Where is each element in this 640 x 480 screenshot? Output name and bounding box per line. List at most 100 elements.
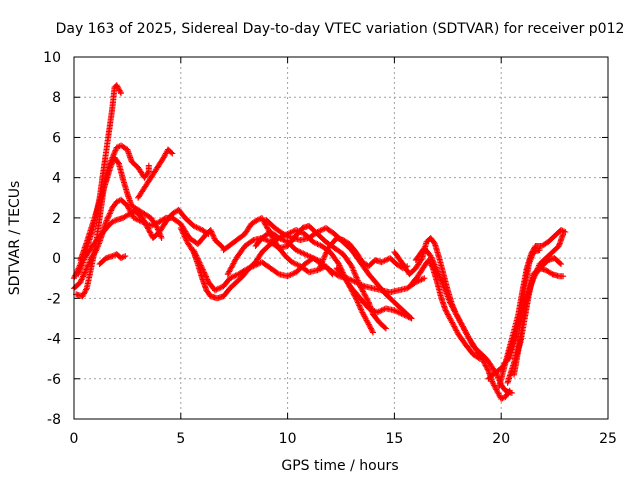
data-point <box>203 287 213 299</box>
data-point <box>538 239 550 249</box>
data-point <box>558 261 564 268</box>
data-point <box>425 257 436 270</box>
data-point <box>511 349 521 378</box>
data-point <box>365 271 380 287</box>
data-point <box>560 273 567 280</box>
x-axis-label: GPS time / hours <box>281 458 398 474</box>
data-point <box>75 256 88 278</box>
data-point <box>207 227 218 242</box>
data-point <box>248 217 260 227</box>
series-arc-19 <box>412 245 513 402</box>
x-tick-label: 10 <box>279 431 297 447</box>
data-point <box>220 276 232 290</box>
data-point <box>83 256 94 272</box>
data-point <box>147 214 160 230</box>
data-point <box>498 394 507 402</box>
data-point <box>96 256 108 268</box>
chart-title: Day 163 of 2025, Sidereal Day-to-day VTE… <box>56 21 625 37</box>
data-point <box>459 323 472 341</box>
data-point <box>485 370 497 382</box>
data-point <box>109 200 119 211</box>
data-point <box>271 224 286 237</box>
data-point <box>406 266 418 278</box>
data-point <box>212 237 226 251</box>
data-point <box>427 235 438 246</box>
data-point <box>327 249 341 266</box>
data-point <box>165 146 175 156</box>
data-point <box>79 286 90 300</box>
data-point <box>259 242 273 256</box>
data-point <box>92 232 104 245</box>
data-point <box>496 361 509 390</box>
data-point <box>472 345 485 361</box>
data-point <box>224 256 239 278</box>
data-point <box>391 249 406 266</box>
series-arc-4 <box>75 208 137 278</box>
data-point <box>421 245 433 258</box>
series-arc-18 <box>408 257 483 362</box>
data-point <box>329 271 336 278</box>
data-point <box>141 175 154 191</box>
data-point <box>83 266 94 292</box>
data-point <box>382 325 389 332</box>
data-point <box>506 333 519 362</box>
data-point <box>429 265 440 284</box>
data-point <box>77 266 90 286</box>
data-point <box>427 253 440 272</box>
y-tick-label: 8 <box>52 90 61 106</box>
data-point <box>412 256 425 272</box>
data-point <box>263 216 277 230</box>
data-point <box>549 244 561 256</box>
data-point <box>103 166 113 185</box>
data-point <box>517 286 528 318</box>
data-point <box>483 355 493 367</box>
data-point <box>359 309 372 327</box>
data-point <box>551 255 563 267</box>
data-point <box>92 240 102 256</box>
data-point <box>190 247 205 270</box>
data-point <box>293 227 307 237</box>
data-point <box>259 259 273 271</box>
data-point <box>156 220 168 235</box>
series-arc-15 <box>316 235 411 272</box>
data-point <box>323 263 335 277</box>
data-point <box>252 250 265 266</box>
data-point <box>353 295 365 314</box>
x-tick-label: 0 <box>70 431 79 447</box>
data-point <box>235 268 247 278</box>
y-tick-label: -6 <box>47 372 61 388</box>
data-point <box>331 245 345 257</box>
data-point <box>252 236 265 249</box>
data-point <box>105 219 115 229</box>
data-point <box>562 229 569 235</box>
data-point <box>190 222 204 233</box>
data-point <box>212 283 226 294</box>
data-point <box>231 231 247 245</box>
data-point <box>135 186 147 201</box>
data-point <box>399 311 414 321</box>
data-point <box>325 236 339 252</box>
data-point <box>120 211 132 221</box>
y-tick-label: 2 <box>52 211 61 227</box>
series-arc-5 <box>96 251 129 268</box>
data-point <box>96 180 109 205</box>
y-tick-label: 4 <box>52 171 61 187</box>
data-point <box>306 229 320 241</box>
data-point <box>147 165 160 181</box>
data-point <box>414 264 427 280</box>
data-point <box>90 200 103 225</box>
data-point <box>506 387 513 394</box>
data-point <box>519 298 530 328</box>
data-point <box>453 311 465 329</box>
data-point <box>113 143 123 151</box>
y-tick-label: -8 <box>47 412 61 428</box>
data-point <box>109 217 119 225</box>
data-point <box>513 313 524 338</box>
data-point <box>451 323 461 337</box>
x-tick-label: 25 <box>599 431 617 447</box>
data-point <box>436 255 447 276</box>
data-point <box>515 323 526 354</box>
data-point <box>523 282 534 304</box>
data-point <box>502 389 512 400</box>
data-point <box>493 387 504 401</box>
